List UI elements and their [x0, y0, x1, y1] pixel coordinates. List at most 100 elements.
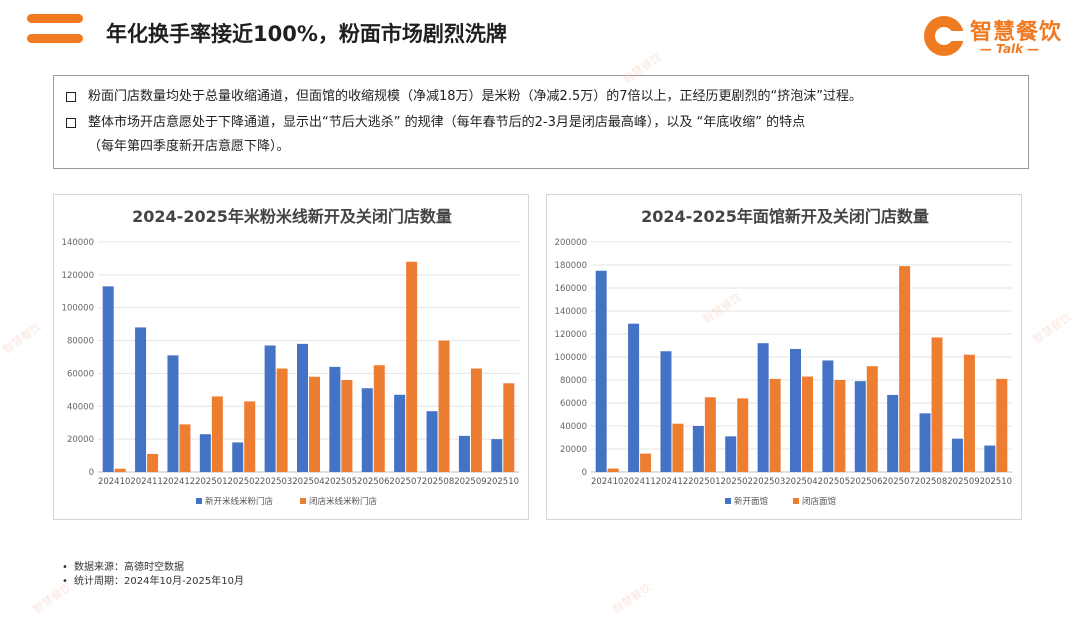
bar [704, 397, 716, 472]
square-bullet-icon [66, 118, 76, 128]
bar [264, 345, 276, 472]
x-tick-label: 202510 [980, 477, 1012, 487]
bar [373, 365, 385, 472]
x-tick-label: 202410 [98, 477, 130, 487]
bar [394, 394, 406, 472]
bar [297, 343, 308, 472]
bar [899, 266, 911, 472]
logo-text: 智慧餐饮 [970, 20, 1063, 45]
y-tick-label: 80000 [67, 337, 94, 347]
summary-line: （每年第四季度新开店意愿下降）。 [88, 139, 290, 154]
bar [660, 351, 672, 472]
x-tick-label: 202508 [915, 477, 947, 487]
bar [769, 378, 781, 472]
watermark: 智慧餐饮 [30, 580, 75, 617]
logo-subtext: — Talk — [980, 42, 1040, 56]
bar [866, 366, 878, 472]
bar [802, 376, 813, 472]
bar [329, 366, 341, 472]
footer-source: • 数据来源：高德时空数据 [62, 562, 184, 573]
y-tick-label: 120000 [555, 330, 587, 340]
summary-line: 粉面门店数量均处于总量收缩通道，但面馆的收缩规模（净减18万）是米粉（净减2.5… [88, 89, 862, 104]
bar [147, 453, 159, 472]
x-tick-label: 202506 [850, 477, 882, 487]
legend-swatch [300, 498, 306, 504]
bar [232, 442, 244, 472]
chart-title: 2024-2025年面馆新开及关闭门店数量 [641, 207, 929, 226]
bar [179, 424, 191, 472]
footer-period: • 统计周期：2024年10月-2025年10月 [62, 576, 244, 587]
bar [244, 401, 256, 472]
noodle-shop-chart: 2024-2025年面馆新开及关闭门店数量 0 20000 40000 60000 800… [546, 194, 1022, 520]
x-tick-label: 202504 [292, 477, 324, 487]
x-tick-label: 202507 [389, 477, 421, 487]
y-tick-label: 0 [582, 468, 587, 478]
legend-label: 闭店面馆 [802, 496, 836, 507]
bar [309, 376, 320, 472]
x-tick-label: 202503 [260, 477, 292, 487]
bar [919, 413, 931, 472]
bar [854, 381, 866, 472]
source-text: 数据来源：高德时空数据 [74, 562, 184, 573]
bar [361, 388, 373, 472]
bar [470, 368, 482, 472]
bar [426, 411, 438, 472]
y-tick-label: 160000 [555, 284, 587, 294]
x-tick-label: 202411 [130, 477, 162, 487]
watermark: 智慧餐饮 [610, 580, 655, 617]
y-tick-label: 20000 [67, 435, 94, 445]
bar [211, 396, 223, 472]
y-tick-label: 100000 [555, 353, 587, 363]
x-tick-label: 202509 [454, 477, 486, 487]
x-tick-label: 202506 [357, 477, 389, 487]
x-tick-label: 202507 [882, 477, 914, 487]
bar [834, 380, 846, 472]
y-tick-label: 60000 [67, 369, 94, 379]
x-tick-label: 202505 [818, 477, 850, 487]
legend-swatch [196, 498, 202, 504]
bar [167, 355, 179, 472]
bar [114, 468, 126, 472]
bar [931, 337, 943, 472]
bar [822, 360, 834, 472]
bar [737, 398, 749, 472]
watermark: 智慧餐饮 [0, 320, 45, 357]
bar [341, 380, 353, 472]
bar [640, 453, 652, 472]
chart-svg: 2024-2025年米粉米线新开及关闭门店数量 0 20000 40000 60000 8… [62, 207, 519, 507]
y-tick-label: 60000 [560, 399, 587, 409]
legend-swatch [725, 498, 731, 504]
x-tick-label: 202509 [947, 477, 979, 487]
x-tick-label: 202412 [656, 477, 688, 487]
bar [102, 286, 114, 472]
bar [607, 468, 619, 472]
bar [438, 340, 450, 472]
legend-label: 新开面馆 [734, 496, 768, 507]
y-tick-label: 100000 [62, 304, 94, 314]
x-tick-label: 202508 [422, 477, 454, 487]
x-tick-label: 202504 [785, 477, 817, 487]
y-tick-label: 20000 [560, 445, 587, 455]
brand-logo: 智慧餐饮 — Talk — [920, 12, 1070, 64]
bar [725, 436, 737, 472]
y-tick-label: 140000 [555, 307, 587, 317]
x-tick-label: 202502 [721, 477, 753, 487]
logo-mark-icon [924, 16, 966, 56]
bar [458, 435, 470, 472]
summary-box: 粉面门店数量均处于总量收缩通道，但面馆的收缩规模（净减18万）是米粉（净减2.5… [53, 75, 1029, 169]
y-tick-label: 0 [89, 468, 94, 478]
legend-swatch [793, 498, 799, 504]
x-tick-label: 202410 [591, 477, 623, 487]
y-tick-label: 140000 [62, 238, 94, 248]
bar [984, 445, 996, 472]
x-tick-label: 202503 [753, 477, 785, 487]
bar [963, 354, 975, 472]
summary-line: 整体市场开店意愿处于下降通道，显示出“节后大逃杀” 的规律（每年春节后的2-3月… [88, 115, 806, 130]
bar [276, 368, 288, 472]
y-tick-label: 80000 [560, 376, 587, 386]
bar [951, 438, 963, 472]
x-tick-label: 202501 [195, 477, 227, 487]
bar [628, 323, 640, 472]
bar [595, 270, 607, 472]
y-tick-label: 200000 [555, 238, 587, 248]
